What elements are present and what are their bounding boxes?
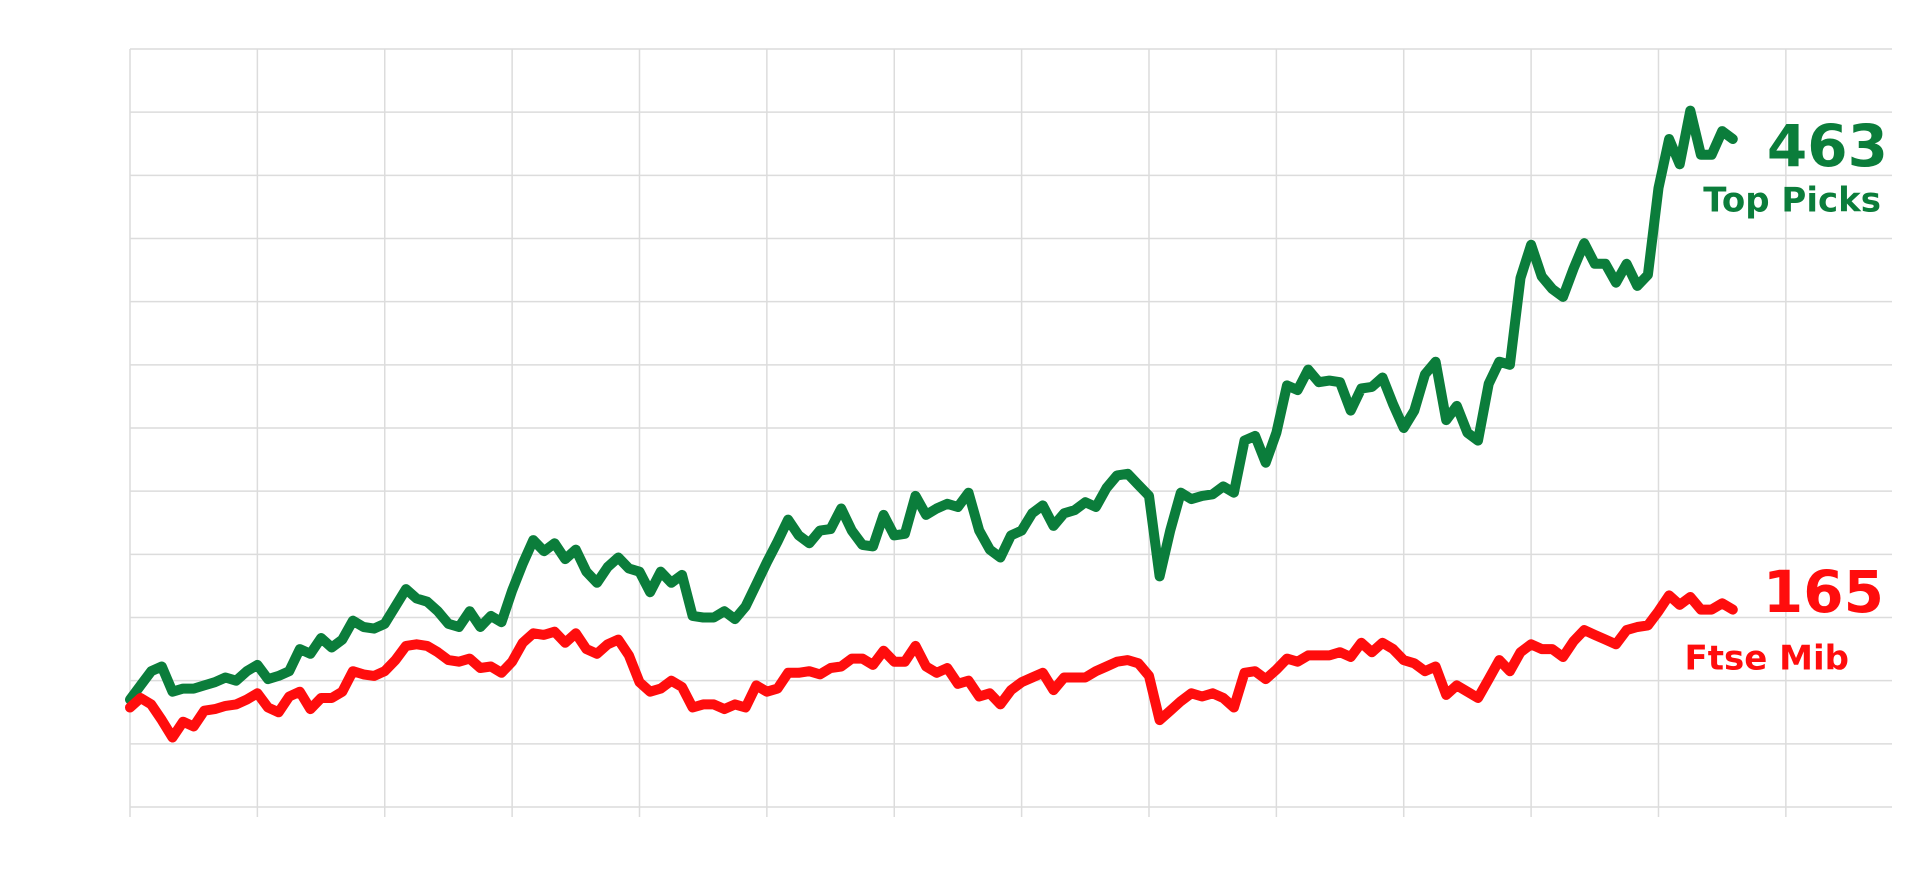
series-name-label: Top Picks — [1703, 181, 1881, 221]
series-line — [125, 590, 1738, 743]
end-value-label: 463 — [1767, 112, 1888, 180]
end-value-label: 165 — [1763, 558, 1884, 626]
series-name-label: Ftse Mib — [1685, 639, 1849, 679]
series-line — [125, 105, 1738, 705]
